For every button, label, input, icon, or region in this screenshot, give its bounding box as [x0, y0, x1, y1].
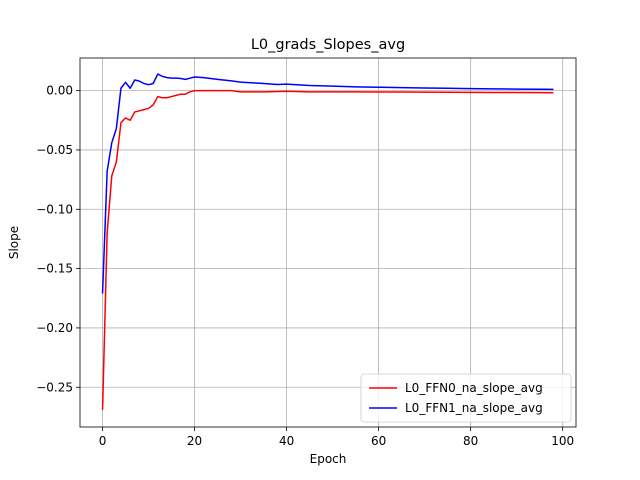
legend-box: [360, 373, 572, 423]
x-axis-title: Epoch: [310, 452, 347, 466]
x-tick-label: 100: [551, 434, 574, 448]
grid-layer: [80, 58, 576, 427]
legend-label-0: L0_FFN0_na_slope_avg: [405, 381, 543, 395]
y-tick-label: −0.15: [36, 262, 73, 276]
y-tick-label: −0.05: [36, 143, 73, 157]
y-tick-label: 0.00: [46, 84, 73, 98]
y-tick-label: −0.25: [36, 380, 73, 394]
y-axis-title: Slope: [7, 226, 21, 259]
series-line-1: [101, 73, 554, 294]
legend-label-1: L0_FFN1_na_slope_avg: [405, 401, 543, 415]
x-tick-label: 20: [187, 434, 202, 448]
y-tick-label: −0.10: [36, 202, 73, 216]
tick-layer: 0 20 40 60 80 100 −0.25 −0.20 −0.15 −0.10 −0.05 0.0…: [36, 84, 574, 448]
x-tick-label: 0: [99, 434, 107, 448]
series-line-0: [101, 89, 554, 410]
series-layer: [101, 73, 554, 410]
chart-title: L0_grads_Slopes_avg: [251, 37, 405, 53]
legend: L0_FFN0_na_slope_avg L0_FFN1_na_slope_avg: [360, 373, 572, 423]
y-tick-label: −0.20: [36, 321, 73, 335]
x-tick-label: 60: [371, 434, 386, 448]
axes-frame: [79, 57, 577, 428]
x-tick-label: 80: [463, 434, 478, 448]
x-tick-label: 40: [279, 434, 294, 448]
